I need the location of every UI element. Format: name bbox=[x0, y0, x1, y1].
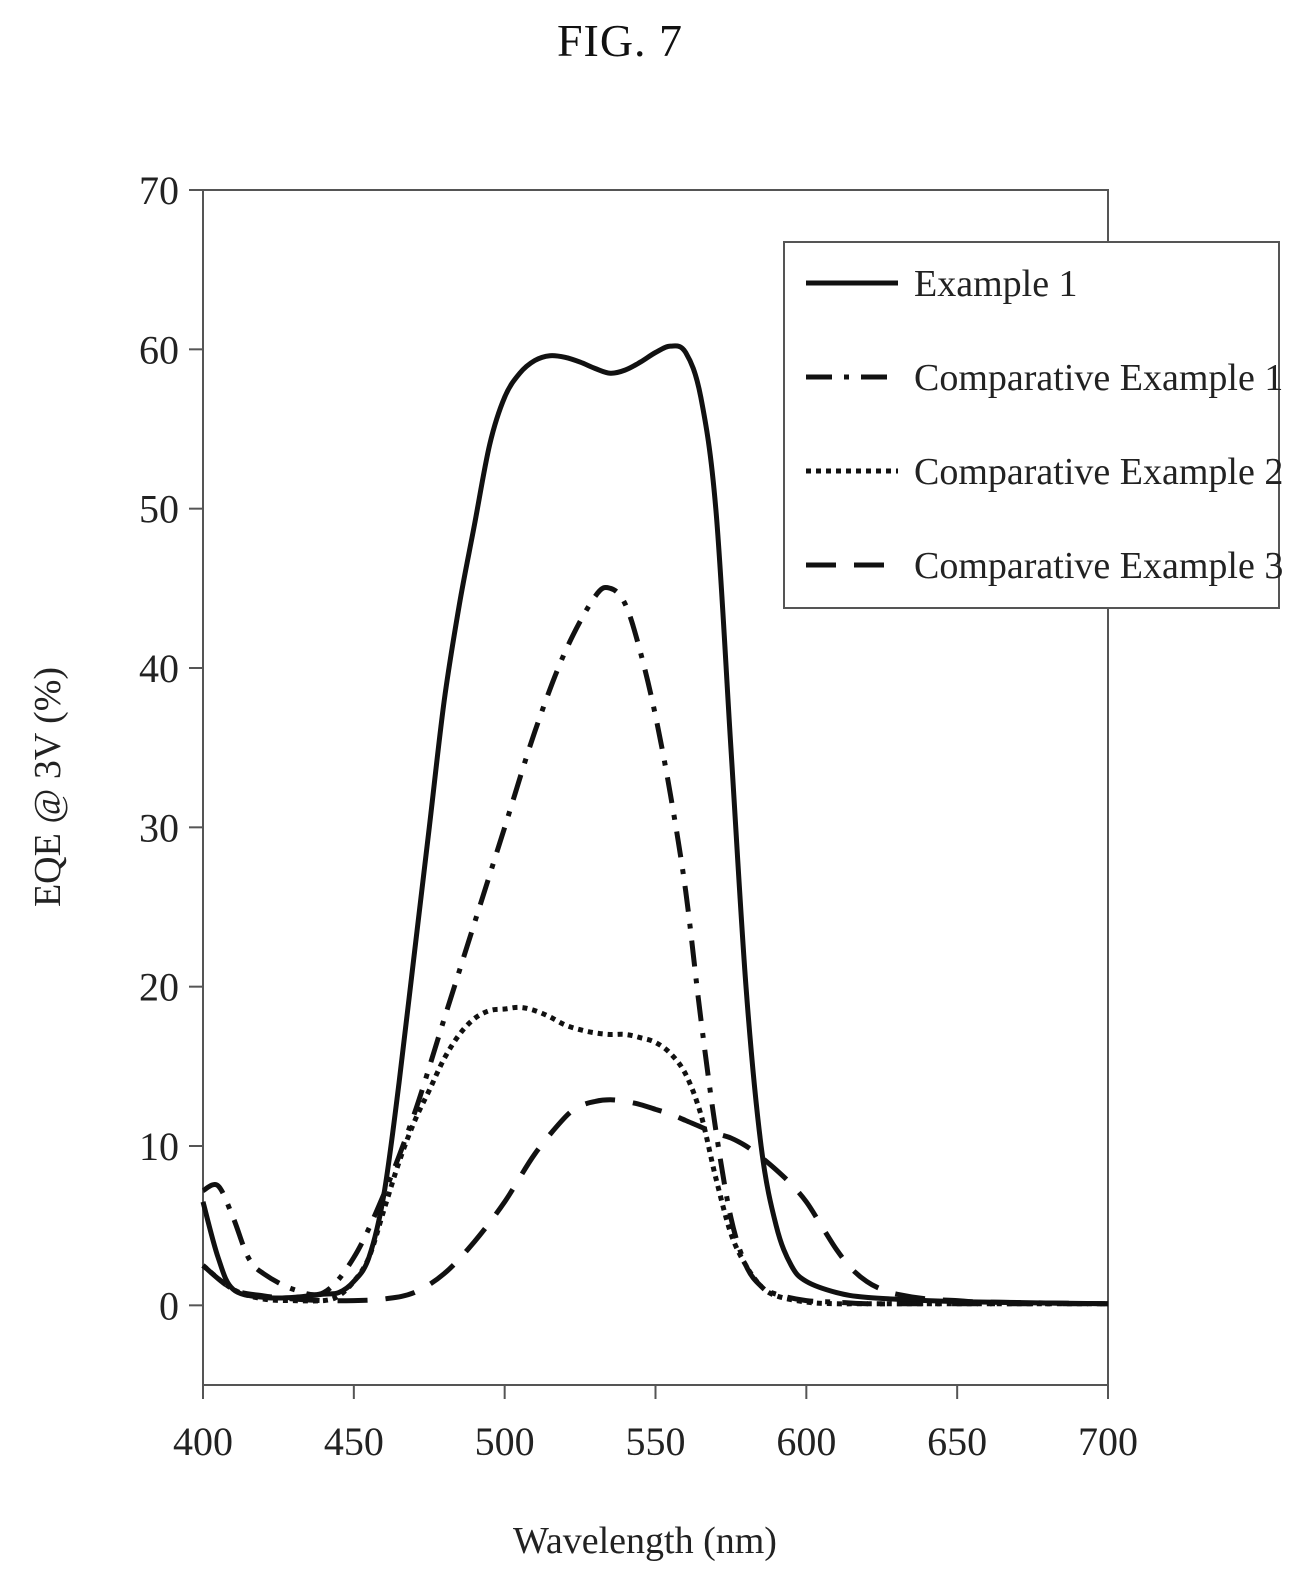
y-tick-label: 10 bbox=[139, 1124, 179, 1169]
y-tick-label: 70 bbox=[139, 168, 179, 213]
legend-label-1: Example 1 bbox=[914, 263, 1078, 305]
y-axis-label: EQE @ 3V (%) bbox=[27, 667, 69, 907]
y-tick-label: 40 bbox=[139, 646, 179, 691]
x-tick-label: 450 bbox=[324, 1419, 384, 1464]
x-tick-label: 400 bbox=[173, 1419, 233, 1464]
y-tick-label: 30 bbox=[139, 805, 179, 850]
legend-label-2: Comparative Example 1 bbox=[914, 357, 1283, 399]
x-tick-label: 600 bbox=[776, 1419, 836, 1464]
series-lines bbox=[200, 343, 1109, 1307]
y-tick-label: 50 bbox=[139, 487, 179, 532]
legend: Example 1 Comparative Example 1 Comparativ… bbox=[783, 241, 1283, 609]
y-tick-label: 20 bbox=[139, 965, 179, 1010]
figure-title: FIG. 7 bbox=[556, 15, 684, 66]
y-axis-ticks: 0 10 20 30 40 50 60 70 bbox=[139, 168, 203, 1328]
series-line-3 bbox=[201, 1004, 1108, 1307]
y-tick-label: 0 bbox=[159, 1283, 179, 1328]
y-tick-label: 60 bbox=[139, 327, 179, 372]
x-tick-label: 650 bbox=[927, 1419, 987, 1464]
x-tick-label: 700 bbox=[1078, 1419, 1138, 1464]
x-axis-ticks: 400 450 500 550 600 650 700 bbox=[173, 1385, 1138, 1464]
legend-box bbox=[783, 241, 1280, 609]
series-line-2 bbox=[201, 584, 1108, 1307]
x-tick-label: 550 bbox=[626, 1419, 686, 1464]
legend-label-4: Comparative Example 3 bbox=[914, 545, 1283, 587]
x-axis-label: Wavelength (nm) bbox=[513, 1520, 777, 1562]
x-tick-label: 500 bbox=[475, 1419, 535, 1464]
legend-label-3: Comparative Example 2 bbox=[914, 451, 1283, 493]
series-line-4 bbox=[201, 1097, 1109, 1307]
